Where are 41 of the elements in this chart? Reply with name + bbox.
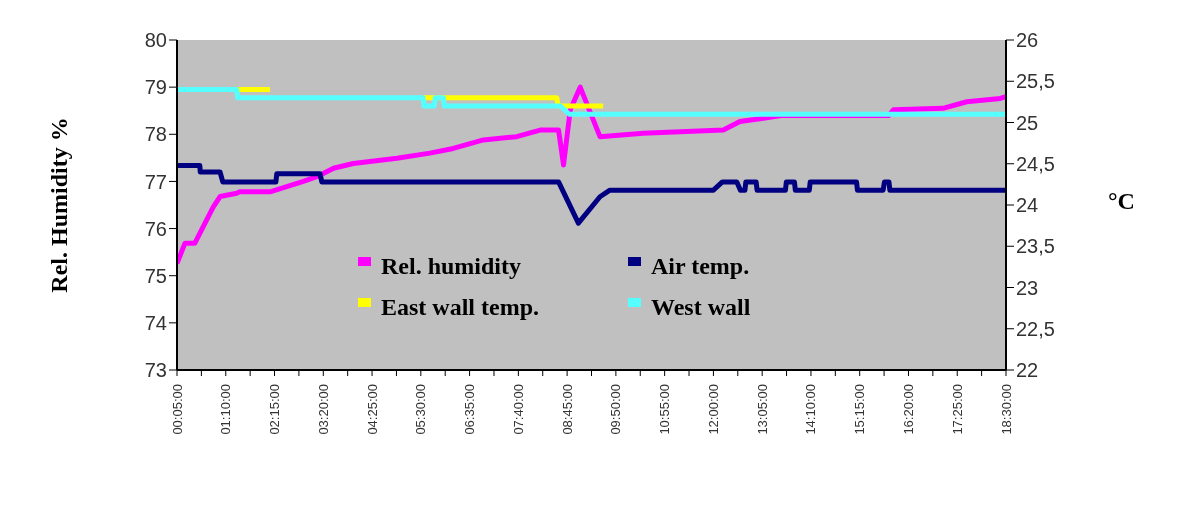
y-tick-label: 75 [144,264,167,287]
x-tick-label: 02:15:00 [267,384,283,435]
legend-label: West wall [651,294,751,321]
x-tick-label: 04:25:00 [364,384,380,435]
x-tick-label: 01:10:00 [218,384,234,435]
x-tick-label: 18:30:00 [998,384,1014,435]
x-tick-label: 17:25:00 [949,384,965,435]
y2-tick-label: 24 [1016,194,1039,217]
y-axis-title: Rel. Humidity % [45,117,72,293]
x-tick-label: 06:35:00 [462,384,478,435]
y2-tick-label: 22 [1016,359,1039,382]
y-tick-label: 78 [144,123,167,146]
y2-tick-label: 26 [1016,29,1039,52]
y-tick-label: 77 [144,170,167,193]
legend-label: Air temp. [651,253,750,280]
y2-axis-title: °C [1108,188,1135,215]
x-tick-label: 00:05:00 [169,384,185,435]
x-tick-label: 14:10:00 [803,384,819,435]
y2-tick-label: 22,5 [1016,317,1055,340]
y2-tick-label: 24,5 [1016,152,1055,175]
x-tick-label: 09:50:00 [608,384,624,435]
x-tick-label: 15:15:00 [852,384,868,435]
legend-label: Rel. humidity [381,253,522,280]
x-tick-label: 10:55:00 [657,384,673,435]
y-tick-label: 76 [144,217,167,240]
x-tick-label: 12:00:00 [705,384,721,435]
y-tick-label: 80 [144,29,167,52]
x-tick-label: 07:40:00 [510,384,526,435]
y2-tick-label: 23 [1016,276,1039,299]
x-tick-label: 05:30:00 [413,384,429,435]
y2-tick-label: 25 [1016,111,1039,134]
y-tick-label: 73 [144,359,167,382]
x-tick-label: 13:05:00 [754,384,770,435]
x-tick-label: 03:20:00 [315,384,331,435]
y-tick-label: 79 [144,76,167,99]
x-tick-label: 08:45:00 [559,384,575,435]
legend-label: East wall temp. [381,294,539,321]
y2-tick-label: 25,5 [1016,70,1055,93]
y2-tick-label: 23,5 [1016,235,1055,258]
x-tick-label: 16:20:00 [900,384,916,435]
y-tick-label: 74 [144,311,167,334]
